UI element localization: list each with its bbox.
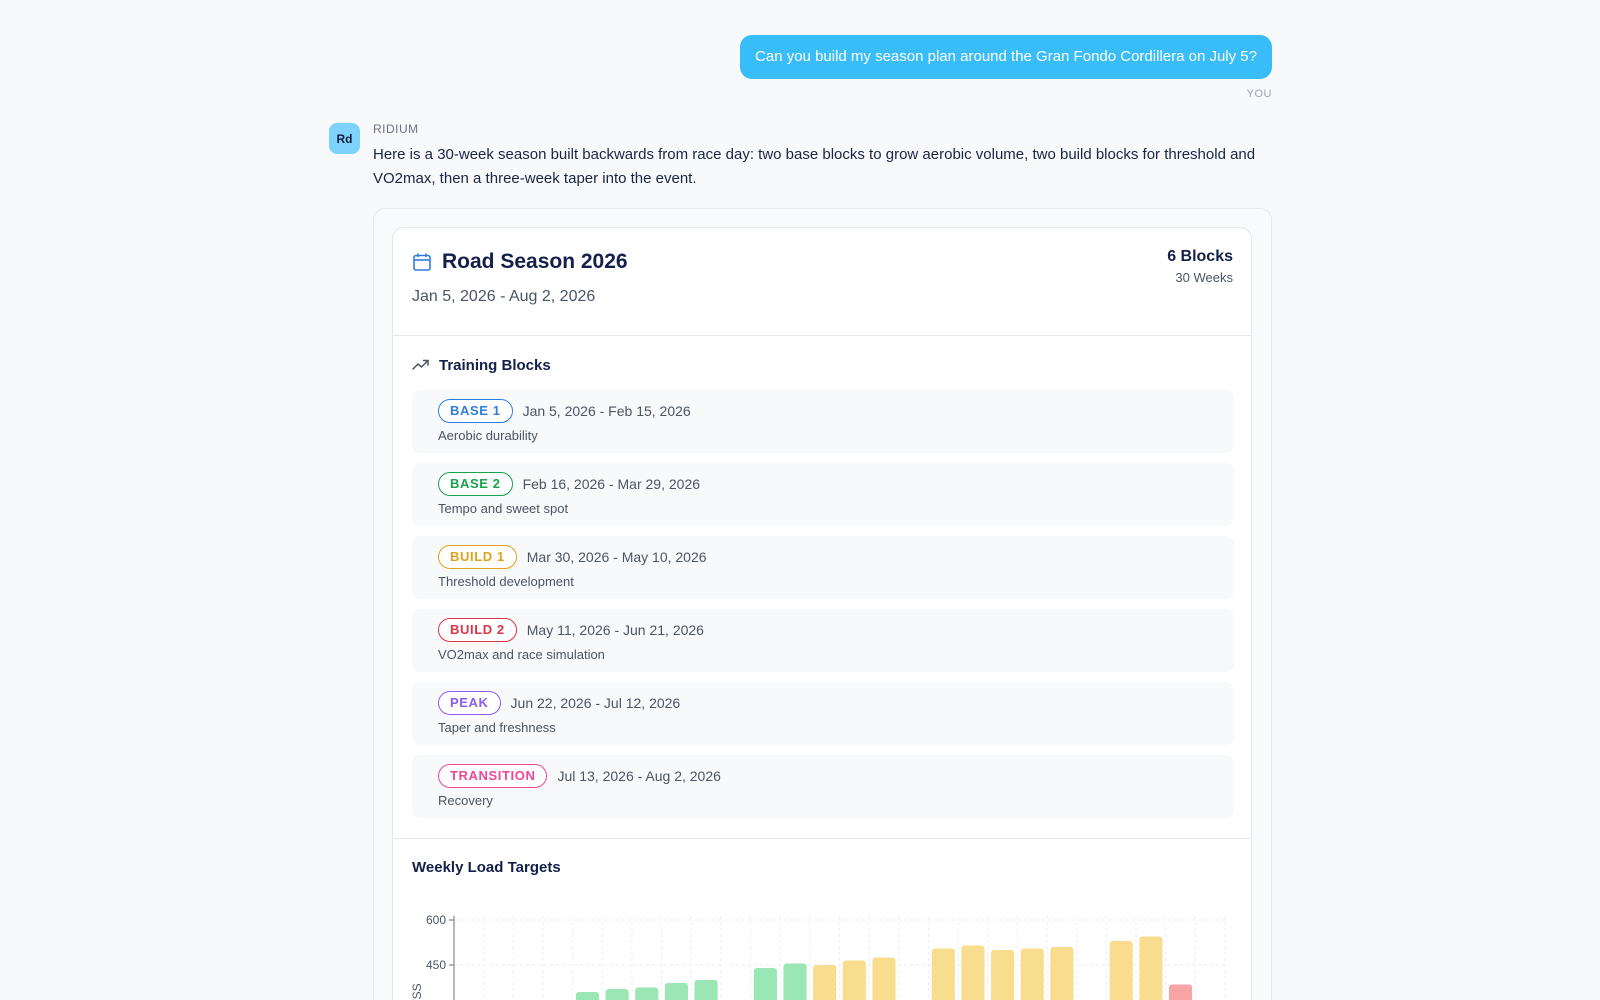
calendar-icon: [413, 253, 431, 271]
trending-up-icon: [412, 359, 429, 370]
assistant-message: Here is a 30-week season built backwards…: [373, 146, 1256, 187]
y-tick-label: 600: [426, 913, 446, 927]
load-bar: [1109, 941, 1133, 1000]
weeks-count: 30 Weeks: [1175, 270, 1233, 285]
training-block-row[interactable]: BASE 2 Feb 16, 2026 - Mar 29, 2026 Tempo a…: [412, 463, 1234, 526]
load-bar: [664, 983, 688, 1000]
block-label-pill: BASE 2: [438, 472, 513, 496]
load-bar: [1050, 947, 1074, 1000]
block-header: BUILD 2 May 11, 2026 - Jun 21, 2026: [438, 618, 704, 642]
y-tick-label: 450: [426, 958, 446, 972]
load-bar: [1139, 936, 1163, 1000]
weekly-load-chart: 300450600TSS: [410, 913, 1226, 1000]
block-description: Tempo and sweet spot: [438, 501, 569, 516]
user-sender-label: YOU: [1246, 88, 1272, 100]
load-bar: [575, 992, 600, 1000]
block-label-pill: BUILD 2: [438, 618, 517, 642]
block-date-range: Jun 22, 2026 - Jul 12, 2026: [510, 695, 681, 711]
block-description: Aerobic durability: [438, 428, 538, 443]
block-date-range: Jul 13, 2026 - Aug 2, 2026: [557, 768, 721, 784]
block-description: Recovery: [438, 793, 493, 808]
block-date-range: May 11, 2026 - Jun 21, 2026: [526, 622, 704, 638]
load-bar: [961, 945, 985, 1000]
season-header: Road Season 2026 Jan 5, 2026 - Aug 2, 20…: [393, 228, 1251, 336]
load-bar: [991, 950, 1015, 1000]
weekly-load-chart-section: Weekly Load Targets 300450600TSS: [393, 838, 1251, 1000]
training-block-row[interactable]: BASE 1 Jan 5, 2026 - Feb 15, 2026 Aerobic …: [412, 390, 1234, 453]
chart-title: Weekly Load Targets: [412, 859, 561, 876]
user-message-bubble: Can you build my season plan around the …: [740, 35, 1272, 79]
assistant-avatar: Rd: [329, 123, 360, 154]
training-block-row[interactable]: BUILD 1 Mar 30, 2026 - May 10, 2026 Thresh…: [412, 536, 1234, 599]
block-header: PEAK Jun 22, 2026 - Jul 12, 2026: [438, 691, 680, 715]
block-header: BASE 2 Feb 16, 2026 - Mar 29, 2026: [438, 472, 700, 496]
block-header: TRANSITION Jul 13, 2026 - Aug 2, 2026: [438, 764, 721, 788]
block-date-range: Jan 5, 2026 - Feb 15, 2026: [522, 403, 691, 419]
assistant-name: RIDIUM: [373, 122, 419, 136]
block-description: Taper and freshness: [438, 720, 556, 735]
load-bar: [1168, 984, 1193, 1000]
load-bar: [635, 987, 659, 1000]
blocks-count: 6 Blocks: [1167, 248, 1233, 265]
load-bar: [605, 989, 629, 1000]
season-dates: Jan 5, 2026 - Aug 2, 2026: [412, 288, 596, 305]
block-label-pill: BUILD 1: [438, 545, 517, 569]
training-block-row[interactable]: BUILD 2 May 11, 2026 - Jun 21, 2026 VO2max…: [412, 609, 1234, 672]
load-bar: [694, 980, 718, 1000]
block-date-range: Feb 16, 2026 - Mar 29, 2026: [522, 476, 701, 492]
load-bar: [842, 960, 866, 1000]
block-header: BUILD 1 Mar 30, 2026 - May 10, 2026: [438, 545, 707, 569]
load-bar: [813, 965, 837, 1000]
y-axis-label: TSS: [410, 983, 424, 1000]
training-block-row[interactable]: PEAK Jun 22, 2026 - Jul 12, 2026 Taper and…: [412, 682, 1234, 745]
training-blocks-list: BASE 1 Jan 5, 2026 - Feb 15, 2026 Aerobic …: [412, 390, 1234, 828]
block-label-pill: TRANSITION: [438, 764, 548, 788]
load-bar: [783, 963, 807, 1000]
training-blocks-title: Training Blocks: [439, 356, 551, 374]
block-label-pill: PEAK: [438, 691, 501, 715]
load-bar: [872, 957, 896, 1000]
load-bar: [753, 968, 777, 1000]
training-block-row[interactable]: TRANSITION Jul 13, 2026 - Aug 2, 2026 Reco…: [412, 755, 1234, 818]
block-date-range: Mar 30, 2026 - May 10, 2026: [526, 549, 707, 565]
load-bar: [931, 948, 955, 1000]
block-label-pill: BASE 1: [438, 399, 513, 423]
block-description: VO2max and race simulation: [438, 647, 605, 662]
load-bar: [1020, 948, 1044, 1000]
season-title: Road Season 2026: [442, 250, 628, 273]
training-blocks-header: Training Blocks: [412, 355, 551, 375]
block-description: Threshold development: [438, 574, 574, 589]
season-plan-card: Road Season 2026 Jan 5, 2026 - Aug 2, 20…: [392, 227, 1252, 1000]
block-header: BASE 1 Jan 5, 2026 - Feb 15, 2026: [438, 399, 691, 423]
